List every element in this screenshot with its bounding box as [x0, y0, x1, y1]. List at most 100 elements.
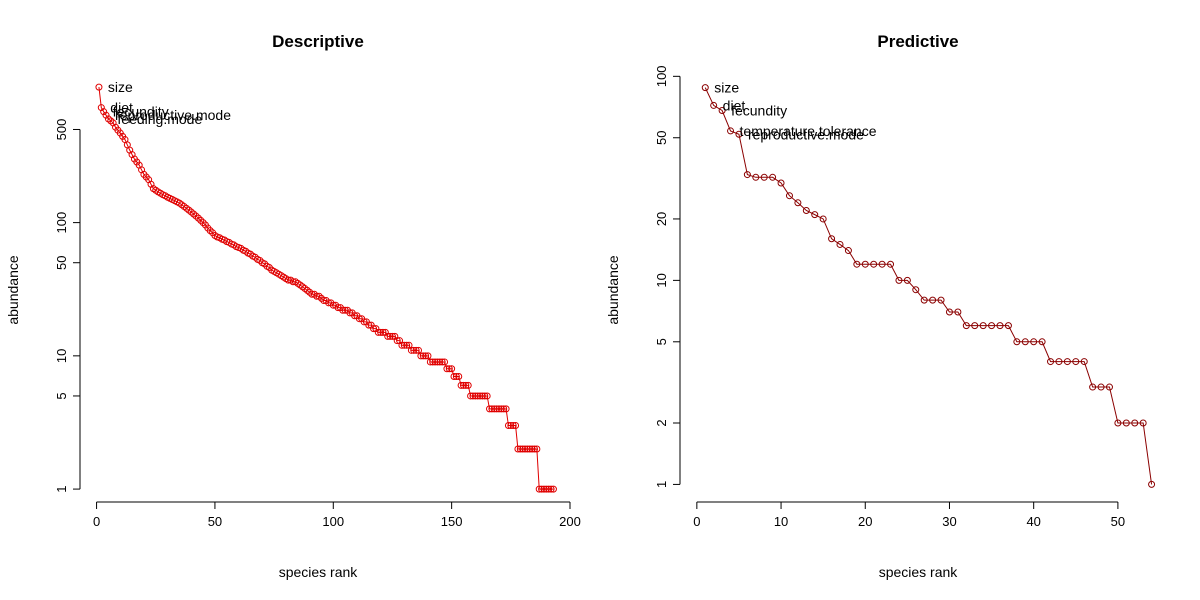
data-point — [535, 485, 543, 493]
data-point — [192, 212, 200, 220]
y-tick-label: 1 — [654, 481, 669, 488]
data-point — [500, 405, 508, 413]
x-tick-label: 20 — [858, 514, 872, 529]
data-point — [95, 83, 103, 91]
data-point — [509, 422, 517, 430]
data-point — [802, 207, 810, 214]
data-point — [710, 101, 718, 109]
data-point — [187, 208, 195, 216]
data-point — [478, 392, 486, 400]
data-point — [381, 328, 389, 336]
data-point — [540, 485, 548, 493]
data-point — [284, 276, 292, 284]
data-point — [718, 107, 726, 114]
data-point — [769, 173, 777, 181]
point-annotation: size — [714, 80, 739, 96]
data-point — [1131, 419, 1139, 427]
data-point — [1030, 338, 1038, 346]
data-point — [521, 445, 529, 453]
x-tick-label: 0 — [693, 514, 700, 529]
data-point — [102, 111, 110, 119]
data-point — [988, 322, 996, 330]
data-point — [365, 321, 373, 329]
data-point — [526, 445, 534, 453]
data-point — [450, 372, 458, 380]
data-point — [1080, 358, 1088, 366]
data-point — [433, 358, 441, 366]
descriptive-title: Descriptive — [272, 32, 364, 51]
data-point — [811, 211, 819, 219]
data-point — [530, 445, 538, 453]
data-point — [735, 130, 743, 138]
data-point — [431, 358, 439, 366]
data-point — [545, 485, 553, 493]
data-point — [251, 253, 259, 261]
data-point — [542, 485, 550, 493]
data-point — [407, 346, 415, 354]
data-point — [1114, 419, 1122, 427]
data-point — [523, 445, 531, 453]
data-point — [777, 179, 785, 187]
data-point — [1004, 322, 1012, 330]
data-point — [996, 322, 1004, 330]
data-point — [752, 173, 760, 181]
point-annotation: reproductive.mode — [748, 126, 864, 142]
data-point — [1047, 358, 1055, 366]
point-annotation: diet — [110, 100, 133, 116]
data-point — [474, 392, 482, 400]
y-tick-label: 10 — [54, 349, 69, 363]
data-point — [979, 322, 987, 330]
data-point — [1089, 383, 1097, 391]
data-point — [514, 445, 522, 453]
data-point — [448, 365, 456, 373]
point-annotation: size — [108, 79, 133, 95]
data-point — [497, 405, 505, 413]
data-point — [895, 276, 903, 284]
data-point — [206, 227, 214, 235]
data-point — [410, 346, 418, 354]
data-point — [199, 219, 207, 227]
data-point — [785, 192, 793, 200]
y-tick-label: 1 — [54, 485, 69, 492]
y-tick-label: 500 — [54, 119, 69, 141]
data-point — [483, 392, 491, 400]
data-point — [197, 216, 205, 224]
data-point — [315, 292, 323, 300]
data-point — [462, 381, 470, 389]
x-tick-label: 50 — [1111, 514, 1125, 529]
descriptive-y-axis-label: abundance — [5, 255, 21, 325]
data-point — [1063, 358, 1071, 366]
data-point — [457, 381, 465, 389]
data-point — [1013, 338, 1021, 346]
data-point — [844, 247, 852, 255]
data-point — [388, 332, 396, 340]
data-point — [339, 306, 347, 314]
data-point — [828, 235, 836, 243]
data-point — [1148, 480, 1156, 488]
data-point — [422, 352, 430, 360]
data-point — [459, 381, 467, 389]
y-tick-label: 2 — [654, 419, 669, 426]
y-tick-label: 20 — [654, 212, 669, 226]
point-annotation: feeding.mode — [117, 111, 202, 127]
data-point — [929, 296, 937, 304]
data-point — [100, 108, 108, 116]
data-point — [1072, 358, 1080, 366]
data-point — [445, 365, 453, 373]
data-point — [495, 405, 503, 413]
data-point — [384, 332, 392, 340]
data-point — [1139, 419, 1147, 427]
data-point — [377, 328, 385, 336]
data-point — [455, 372, 463, 380]
data-point — [412, 346, 420, 354]
data-point — [104, 115, 112, 123]
x-tick-label: 10 — [774, 514, 788, 529]
x-tick-label: 0 — [93, 514, 100, 529]
data-point — [490, 405, 498, 413]
data-point — [493, 405, 501, 413]
data-point — [549, 485, 557, 493]
descriptive-plot-area: 0 50 100 150 200 1 5 10 50 100 500 size dietfecundit… — [54, 79, 581, 529]
point-annotation: fecundity — [113, 104, 169, 120]
x-tick-label: 40 — [1026, 514, 1040, 529]
